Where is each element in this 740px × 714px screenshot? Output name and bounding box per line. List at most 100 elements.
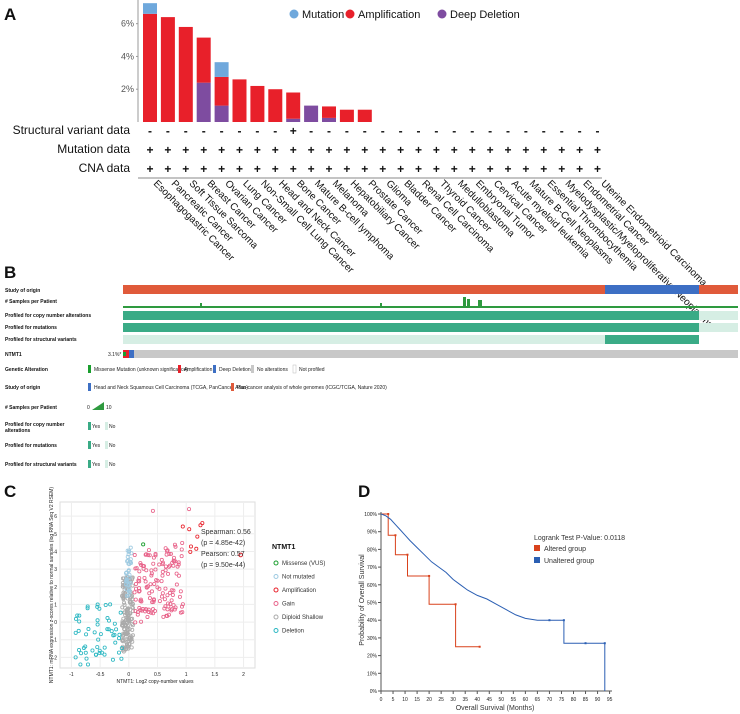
scatter-point-gain — [176, 562, 181, 567]
profile-mark: + — [146, 162, 153, 176]
legend-yes: Yes — [92, 443, 101, 449]
profile-mark: + — [343, 143, 350, 157]
samples-spike-4 — [200, 303, 202, 308]
panel-a-letter: A — [4, 5, 16, 24]
legend-label: Mutation — [302, 9, 344, 21]
x-tick-label: 0.5 — [154, 672, 161, 678]
y-tick-label: 50% — [367, 601, 378, 607]
legend-yes: Yes — [92, 424, 101, 430]
legend-yes: Yes — [92, 462, 101, 468]
track-label: Profiled for copy number alterations — [5, 313, 91, 319]
legend-item: Not profiled — [299, 367, 325, 373]
km-legend-swatch — [534, 545, 540, 551]
profile-mark: + — [272, 162, 279, 176]
panel-a-bars — [143, 3, 372, 123]
samples-per-patient-track — [123, 306, 738, 308]
study-origin-pcawg-segment-blue — [605, 285, 699, 294]
profile-mark: - — [560, 124, 564, 138]
scatter-point-deletion — [108, 602, 113, 607]
bar-amplification — [178, 26, 193, 123]
scatter-point-deletion — [95, 618, 100, 623]
scatter-point-amplification — [188, 549, 193, 554]
scatter-point-deletion — [73, 655, 78, 660]
scatter-point-gain — [151, 561, 156, 566]
scatter-point-deletion — [119, 656, 124, 661]
scatter-point-diploid-shallow — [120, 623, 125, 628]
legend-swatch — [437, 9, 447, 19]
scatter-point-deletion — [114, 627, 119, 632]
scatter-point-not-mutated — [127, 572, 132, 577]
profile-mark: + — [182, 143, 189, 157]
scatter-point-gain — [138, 561, 143, 566]
scatter-point-gain — [152, 609, 157, 614]
profiled-mut-yes — [123, 323, 699, 332]
study-origin-pcawg-segment-red — [699, 285, 738, 294]
profile-mark: + — [272, 143, 279, 157]
legend-no: No — [109, 443, 116, 449]
legend-title: NTMT1 — [272, 544, 295, 551]
stat-line: (p = 9.50e-44) — [201, 562, 245, 569]
profile-mark: + — [290, 143, 297, 157]
km-pvalue: Logrank Test P-Value: 0.0118 — [534, 535, 625, 542]
km-censor-mark — [548, 619, 551, 622]
scatter-point-gain — [170, 560, 175, 565]
scatter-point-diploid-shallow — [129, 617, 134, 622]
profile-mark: + — [397, 143, 404, 157]
legend-no: No — [109, 424, 116, 430]
profiled-mut-no — [699, 323, 738, 332]
scatter-point-deletion — [86, 627, 91, 632]
scatter-point-gain — [169, 598, 174, 603]
scatter-point-gain — [167, 590, 172, 595]
legend-swatch — [273, 574, 279, 579]
scatter-point-gain — [153, 553, 158, 558]
scatter-point-gain — [157, 599, 162, 604]
scatter-point-gain — [175, 564, 180, 569]
profile-mark: + — [451, 143, 458, 157]
scatter-point-gain — [163, 586, 168, 591]
scatter-point-deletion — [116, 650, 121, 655]
y-tick-label: 3 — [54, 567, 57, 573]
profile-mark: + — [576, 143, 583, 157]
scatter-stats: Spearman: 0.56 (p = 4.85e-42) Pearson: 0.5… — [201, 529, 251, 569]
scatter-point-gain — [143, 579, 148, 584]
scatter-point-gain — [139, 599, 144, 604]
scatter-point-diploid-shallow — [125, 609, 130, 614]
y-tick-label: -1 — [53, 638, 58, 644]
scatter-point-deletion — [79, 651, 84, 656]
scatter-point-gain — [180, 602, 185, 607]
scatter-point-gain — [160, 573, 165, 578]
scatter-point-gain — [143, 552, 148, 557]
scatter-point-amplification — [198, 523, 203, 528]
scatter-point-gain — [147, 553, 152, 558]
x-tick-label: 35 — [462, 697, 468, 703]
scatter-point-deletion — [85, 606, 90, 611]
profile-mark: - — [273, 124, 277, 138]
scatter-point-gain — [173, 544, 178, 549]
y-tick-label: 2% — [121, 84, 134, 94]
scatter-point-not-mutated — [127, 588, 132, 593]
study-origin-hnsc-segment — [123, 285, 605, 294]
scatter-points — [73, 507, 243, 667]
scatter-point-gain — [179, 547, 184, 552]
bar-amplification — [214, 76, 229, 106]
scatter-point-gain — [144, 585, 149, 590]
profile-mark: - — [452, 124, 456, 138]
scatter-point-deletion — [112, 632, 117, 637]
scatter-point-gain — [153, 567, 158, 572]
scatter-point-diploid-shallow — [120, 639, 125, 644]
km-curves — [380, 513, 606, 691]
scatter-point-gain — [165, 613, 170, 618]
profile-mark: - — [506, 124, 510, 138]
x-tick-label: 40 — [474, 697, 480, 703]
scatter-point-deletion — [73, 630, 78, 635]
samples-spike-1 — [463, 297, 466, 308]
legend-heading: Profiled for structural variants — [5, 462, 77, 468]
scatter-point-gain — [180, 540, 185, 545]
legend-swatch — [273, 614, 279, 620]
scatter-point-gain — [159, 557, 164, 562]
profile-mark: + — [576, 162, 583, 176]
profile-mark: - — [238, 124, 242, 138]
y-tick-label: 20% — [367, 654, 378, 660]
scatter-point-gain — [137, 606, 142, 611]
